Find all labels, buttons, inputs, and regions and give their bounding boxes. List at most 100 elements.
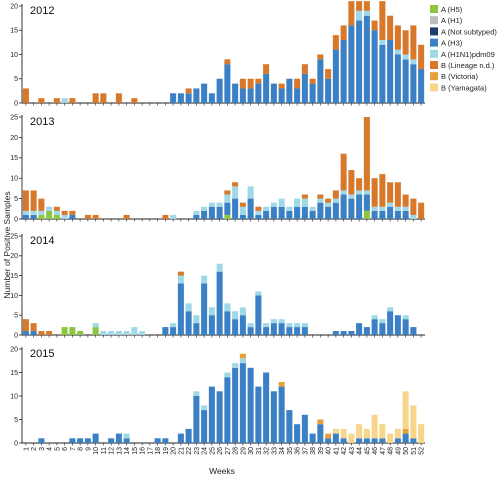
bar-segment	[402, 433, 409, 443]
week-label: 13	[116, 447, 123, 455]
bar-segment	[410, 25, 417, 60]
bar-segment	[317, 59, 324, 103]
bar-segment	[193, 323, 200, 335]
bar-segment	[239, 353, 246, 359]
bar-segment	[69, 98, 76, 103]
bar-segment	[340, 438, 347, 443]
bar-segment	[216, 391, 223, 443]
week-label: 49	[395, 447, 402, 455]
bar-segment	[418, 424, 425, 443]
bar-segment	[348, 170, 355, 195]
bar-segment	[379, 210, 386, 219]
bar-segment	[379, 174, 386, 207]
bar-segment	[239, 358, 246, 364]
bar-segment	[38, 214, 45, 219]
legend-label: B (Yamagata)	[441, 83, 487, 92]
bar-segment	[309, 83, 316, 103]
bar-segment	[255, 386, 262, 443]
week-label: 23	[194, 447, 201, 455]
bar-segment	[232, 367, 239, 443]
bar-segment	[356, 438, 363, 443]
bar-segment	[239, 214, 246, 219]
bar-segment	[394, 210, 401, 219]
bar-segment	[131, 98, 138, 103]
bar-segment	[340, 39, 347, 103]
bar-segment	[332, 190, 339, 199]
bar-segment	[38, 438, 45, 443]
bar-segment	[61, 214, 68, 219]
bar-segment	[332, 202, 339, 219]
bar-segment	[332, 49, 339, 103]
bar-segment	[247, 186, 254, 199]
y-tick-label: 10	[10, 176, 18, 183]
bar-segment	[92, 433, 99, 443]
y-tick-label: 10	[10, 52, 18, 59]
week-label: 39	[318, 447, 325, 455]
bar-segment	[371, 178, 378, 207]
bar-segment	[239, 315, 246, 335]
bar-segment	[301, 198, 308, 207]
bar-segment	[278, 206, 285, 219]
bar-segment	[294, 88, 301, 103]
bar-segment	[363, 190, 370, 195]
bar-segment	[402, 391, 409, 429]
bar-segment	[239, 88, 246, 103]
y-tick-label: 20	[10, 346, 18, 353]
bar-segment	[30, 210, 37, 215]
week-label: 52	[419, 447, 426, 455]
bar-segment	[92, 327, 99, 335]
bar-segment	[123, 433, 130, 439]
bar-segment	[379, 319, 386, 324]
bar-segment	[38, 331, 45, 335]
bar-segment	[232, 182, 239, 187]
bar-segment	[371, 20, 378, 31]
week-label: 50	[403, 447, 410, 455]
bar-segment	[224, 372, 231, 378]
bar-segment	[363, 438, 370, 443]
bar-segment	[232, 319, 239, 335]
week-label: 33	[271, 447, 278, 455]
bar-segment	[301, 64, 308, 74]
bar-segment	[363, 327, 370, 335]
week-label: 44	[357, 447, 364, 455]
bar-segment	[309, 206, 316, 211]
bar-segment	[286, 323, 293, 328]
week-label: 41	[333, 447, 340, 455]
bar-segment	[270, 319, 277, 324]
bar-segment	[387, 15, 394, 40]
y-tick-label: 5	[14, 76, 18, 83]
bar-segment	[92, 323, 99, 328]
y-tick-label: 20	[10, 135, 18, 142]
bar-segment	[239, 202, 246, 207]
bar-segment	[317, 194, 324, 199]
y-tick-label: 5	[14, 417, 18, 424]
bar-segment	[394, 428, 401, 439]
bar-segment	[286, 210, 293, 219]
bar-segment	[379, 206, 386, 211]
week-label: 9	[85, 447, 92, 451]
bar-segment	[193, 396, 200, 443]
bar-segment	[30, 331, 37, 335]
panel-title: 2014	[30, 235, 54, 247]
y-tick-label: 20	[10, 253, 18, 260]
bar-segment	[309, 78, 316, 84]
week-label: 43	[349, 447, 356, 455]
week-label: 48	[388, 447, 395, 455]
bar-segment	[224, 59, 231, 65]
bar-segment	[46, 331, 53, 335]
week-label: 31	[256, 447, 263, 455]
bar-segment	[402, 319, 409, 335]
week-label: 21	[178, 447, 185, 455]
week-label: 1	[23, 447, 30, 451]
bar-segment	[216, 263, 223, 272]
bar-segment	[317, 419, 324, 425]
bar-segment	[270, 391, 277, 443]
bar-segment	[348, 198, 355, 219]
bar-segment	[69, 210, 76, 215]
bar-segment	[325, 206, 332, 219]
bar-segment	[201, 210, 208, 219]
bar-segment	[162, 214, 169, 219]
week-label: 19	[163, 447, 170, 455]
bar-segment	[402, 194, 409, 207]
bar-segment	[402, 315, 409, 320]
